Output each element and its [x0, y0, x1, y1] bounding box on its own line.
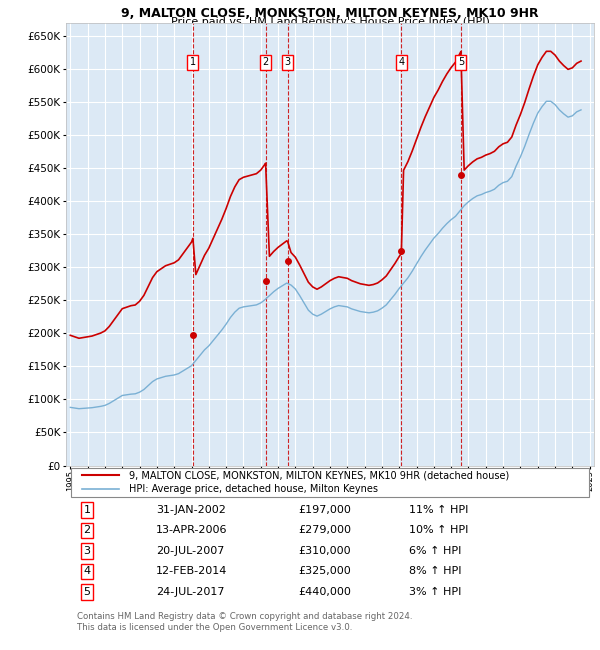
Text: 1: 1	[83, 505, 91, 515]
Text: 5: 5	[458, 57, 464, 68]
Text: £325,000: £325,000	[298, 566, 351, 577]
Text: 10% ↑ HPI: 10% ↑ HPI	[409, 525, 469, 536]
Text: 2: 2	[83, 525, 91, 536]
Text: 20-JUL-2007: 20-JUL-2007	[156, 546, 224, 556]
Text: 3: 3	[284, 57, 290, 68]
Text: HPI: Average price, detached house, Milton Keynes: HPI: Average price, detached house, Milt…	[130, 484, 379, 493]
Text: £279,000: £279,000	[298, 525, 352, 536]
FancyBboxPatch shape	[71, 469, 589, 497]
Text: 3% ↑ HPI: 3% ↑ HPI	[409, 587, 461, 597]
Text: £310,000: £310,000	[298, 546, 351, 556]
Text: 1: 1	[190, 57, 196, 68]
Text: 24-JUL-2017: 24-JUL-2017	[156, 587, 224, 597]
Text: 9, MALTON CLOSE, MONKSTON, MILTON KEYNES, MK10 9HR: 9, MALTON CLOSE, MONKSTON, MILTON KEYNES…	[121, 7, 539, 20]
Text: £197,000: £197,000	[298, 505, 351, 515]
Text: 9, MALTON CLOSE, MONKSTON, MILTON KEYNES, MK10 9HR (detached house): 9, MALTON CLOSE, MONKSTON, MILTON KEYNES…	[130, 470, 509, 480]
Text: 4: 4	[398, 57, 404, 68]
Text: 8% ↑ HPI: 8% ↑ HPI	[409, 566, 462, 577]
Text: 31-JAN-2002: 31-JAN-2002	[156, 505, 226, 515]
Text: 12-FEB-2014: 12-FEB-2014	[156, 566, 227, 577]
Text: Contains HM Land Registry data © Crown copyright and database right 2024.
This d: Contains HM Land Registry data © Crown c…	[77, 612, 412, 632]
Text: 4: 4	[83, 566, 91, 577]
Text: 2: 2	[262, 57, 269, 68]
Text: 11% ↑ HPI: 11% ↑ HPI	[409, 505, 469, 515]
Text: 6% ↑ HPI: 6% ↑ HPI	[409, 546, 461, 556]
Text: 3: 3	[83, 546, 91, 556]
Text: Price paid vs. HM Land Registry's House Price Index (HPI): Price paid vs. HM Land Registry's House …	[170, 17, 490, 27]
Text: 13-APR-2006: 13-APR-2006	[156, 525, 227, 536]
Text: £440,000: £440,000	[298, 587, 351, 597]
Text: 5: 5	[83, 587, 91, 597]
